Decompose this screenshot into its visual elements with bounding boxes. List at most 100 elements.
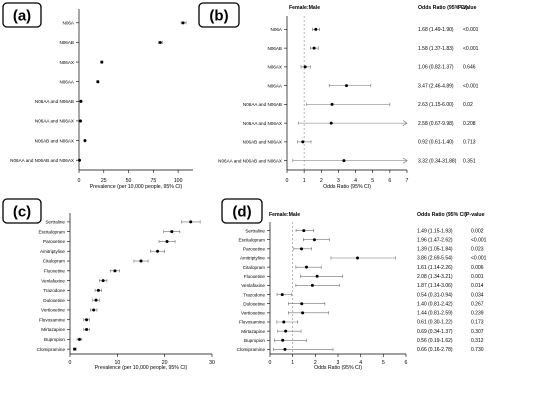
panel-4-p-value-12: 0.312: [471, 338, 484, 344]
panel-4-category-label-5: Fluoxetine: [244, 274, 266, 279]
panel-4-or-text-3: 3.86 (2.69-5.54): [417, 256, 453, 262]
panel-3-category-label-2: Paroxetine: [43, 239, 65, 244]
panel-3-category-label-4: Citalopram: [43, 259, 65, 264]
panel-4-point-12: [281, 338, 285, 342]
panel-4-point-2: [300, 247, 304, 251]
panel-3-badge-label: (c): [13, 204, 31, 221]
panel-3-category-label-3: Amitriptyline: [40, 249, 65, 254]
panel-3-point-6: [101, 279, 105, 283]
panel-3-point-9: [92, 308, 96, 312]
panel-4-p-value-3: <0.001: [471, 256, 487, 262]
panel-2-header-odds-ratio: Odds Ratio (95% CI): [418, 5, 468, 11]
panel-4-or-text-8: 1.40 (0.81-2.42): [417, 301, 453, 307]
panel-2-badge-label: (b): [209, 8, 228, 25]
panel-2-p-value-3: <0.001: [463, 83, 479, 89]
panel-4-x-tick-label-2: 2: [314, 360, 317, 366]
panel-1-category-label-6: N06AB and N06AX: [35, 138, 74, 143]
panel-3-category-label-12: Bupropion: [44, 337, 65, 342]
panel-3-category-label-10: Fluvoxamine: [39, 317, 65, 322]
panel-3-category-label-9: Vortioxetine: [41, 308, 65, 313]
panel-2-or-text-2: 1.06 (0.82-1.37): [418, 65, 454, 71]
panel-3-category-label-11: Mirtazapine: [41, 327, 65, 332]
panel-4-category-label-3: Amitriptyline: [240, 256, 265, 261]
panel-1-category-label-4: N06AA and N06AB: [35, 99, 74, 104]
panel-2-or-text-7: 3.32 (0.34-31.88): [418, 158, 457, 164]
panel-3-point-7: [96, 288, 100, 292]
panel-4-or-text-4: 1.61 (1.14-2.26): [417, 265, 453, 271]
panel-2-category-label-6: N06AB and N06AX: [243, 140, 282, 145]
panel-4-p-value-9: 0.239: [471, 311, 484, 317]
panel-2-category-label-1: N06AB: [267, 46, 282, 51]
panel-4-p-value-5: 0.001: [471, 274, 484, 280]
panel-2-point-1: [312, 46, 316, 50]
panel-4-category-label-9: Vortioxetine: [241, 311, 265, 316]
panel-4-x-tick-label-3: 3: [337, 360, 340, 366]
panel-4-x-axis-label: Odds Ratio (95% CI): [314, 365, 362, 371]
panel-3-point-10: [85, 318, 89, 322]
panel-2-x-tick-label-4: 4: [354, 178, 357, 184]
panel-2-ci-arrow-7: [402, 157, 408, 164]
panel-2-point-0: [314, 27, 318, 31]
panel-4-p-value-7: 0.034: [471, 292, 484, 298]
panel-3-point-13: [73, 347, 77, 351]
panel-2-point-7: [342, 159, 346, 163]
panel-3-category-label-7: Trazodone: [43, 288, 65, 293]
panel-4-or-text-11: 0.69 (0.34-1.37): [417, 329, 453, 335]
panel-1-x-tick-label-0: 0: [78, 178, 81, 184]
panel-4-category-label-7: Trazodone: [243, 292, 265, 297]
panel-2-point-3: [344, 84, 348, 88]
panel-1-category-label-1: N06AB: [59, 40, 74, 45]
panel-4-point-6: [310, 283, 314, 287]
panel-3-point-1: [170, 230, 174, 234]
panel-4-point-8: [300, 302, 304, 306]
panel-1-point-7: [77, 158, 81, 162]
panel-4-p-value-10: 0.173: [471, 320, 484, 326]
panel-2-point-5: [329, 121, 333, 125]
panel-4-header-p-value: P-value: [466, 212, 485, 218]
panel-4-category-label-11: Mirtazapine: [241, 329, 265, 334]
panel-1-point-1: [158, 40, 162, 44]
panel-1-badge: [2, 2, 42, 28]
panel-4-p-value-8: 0.267: [471, 301, 484, 307]
panel-2-badge: [198, 2, 240, 28]
panel-4-category-label-4: Citalopram: [243, 265, 265, 270]
panel-2-x-tick-label-0: 0: [286, 178, 289, 184]
panel-4-x-tick-label-1: 1: [291, 360, 294, 366]
panel-4-x-tick-label-0: 0: [269, 360, 272, 366]
panel-4-point-4: [304, 265, 308, 269]
panel-4-badge: [221, 198, 263, 224]
panel-4-point-3: [355, 256, 359, 260]
panel-4-point-11: [284, 329, 288, 333]
panel-3-point-11: [85, 328, 89, 332]
panel-4-point-9: [301, 311, 305, 315]
panel-4-p-value-6: 0.014: [471, 283, 484, 289]
panel-2-point-6: [301, 140, 305, 144]
panel-1-x-tick-label-4: 100: [174, 178, 183, 184]
panel-2-x-axis-label: Odds Ratio (95% CI): [323, 184, 371, 190]
panel-4-or-text-2: 1.39 (1.05-1.84): [417, 247, 453, 253]
panel-2-x-tick-label-7: 7: [406, 178, 409, 184]
panel-2-p-value-1: <0.001: [463, 46, 479, 52]
panel-3-category-label-0: Sertraline: [45, 220, 65, 225]
panel-1-point-5: [78, 119, 82, 123]
panel-3-category-label-6: Venlafaxine: [41, 278, 65, 283]
panel-4-or-text-13: 0.66 (0.16-2.78): [417, 347, 453, 353]
panel-3-point-8: [94, 298, 98, 302]
panel-1-point-0: [181, 21, 185, 25]
panel-3-point-12: [77, 337, 81, 341]
panel-2-category-label-4: N06AA and N06AB: [243, 102, 282, 107]
panel-2-category-label-0: N06A: [271, 27, 283, 32]
panel-2-p-value-4: 0.02: [463, 102, 473, 108]
panel-4-category-label-1: Escitalopram: [238, 237, 265, 242]
panel-3-point-4: [139, 259, 143, 263]
panel-2-p-value-5: 0.208: [463, 121, 476, 127]
panel-3-x-tick-label-0: 0: [69, 360, 72, 366]
panel-4-x-tick-label-6: 6: [405, 360, 408, 366]
panel-1-category-label-7: N06AA and N06AB and N06AX: [10, 158, 74, 163]
panel-1-x-tick-label-3: 75: [150, 178, 156, 184]
panel-4-category-label-12: Bupropion: [244, 338, 265, 343]
panel-2-category-label-2: N06AX: [267, 65, 282, 70]
panel-2-category-label-7: N06AA and N06AB and N06AX: [218, 158, 282, 163]
panel-4-category-label-2: Paroxetine: [243, 247, 265, 252]
